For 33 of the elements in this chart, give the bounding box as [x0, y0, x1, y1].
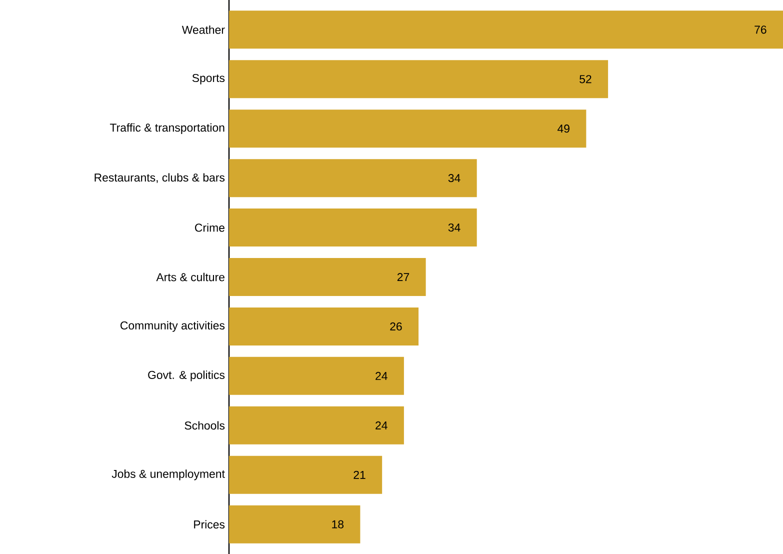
data-label: 24: [376, 372, 388, 380]
bar: [229, 456, 382, 494]
y-tick-label: Govt. & politics: [148, 370, 225, 382]
data-label: 21: [354, 470, 366, 479]
data-label: 34: [448, 174, 460, 182]
y-tick-label: Prices: [194, 520, 225, 529]
bar: [229, 208, 477, 247]
bar: [229, 159, 477, 198]
y-tick-label: Schools: [184, 421, 225, 430]
y-tick-label: Weather: [182, 25, 225, 34]
bar: [229, 307, 419, 346]
data-label: 52: [580, 75, 592, 84]
y-tick-label: Traffic & transportation: [110, 123, 224, 134]
data-label: 26: [390, 322, 402, 331]
data-label: 34: [448, 223, 460, 232]
data-label: 49: [558, 124, 570, 133]
bar: [229, 258, 426, 296]
bar: [229, 505, 360, 544]
data-label: 24: [376, 421, 388, 430]
data-label: 18: [332, 520, 344, 528]
bar: [229, 60, 608, 98]
bar: [229, 406, 404, 444]
bar: [229, 356, 404, 395]
y-tick-label: Jobs & unemployment: [112, 470, 225, 480]
y-tick-label: Restaurants, clubs & bars: [94, 173, 225, 183]
y-tick-label: Community activities: [120, 321, 225, 332]
bar: [229, 110, 586, 148]
y-tick-label: Crime: [195, 223, 224, 232]
bar: [229, 10, 783, 49]
data-label: 27: [397, 273, 410, 282]
data-label: 76: [754, 26, 766, 34]
y-tick-label: Sports: [192, 74, 225, 84]
y-tick-label: Arts & culture: [156, 272, 224, 282]
